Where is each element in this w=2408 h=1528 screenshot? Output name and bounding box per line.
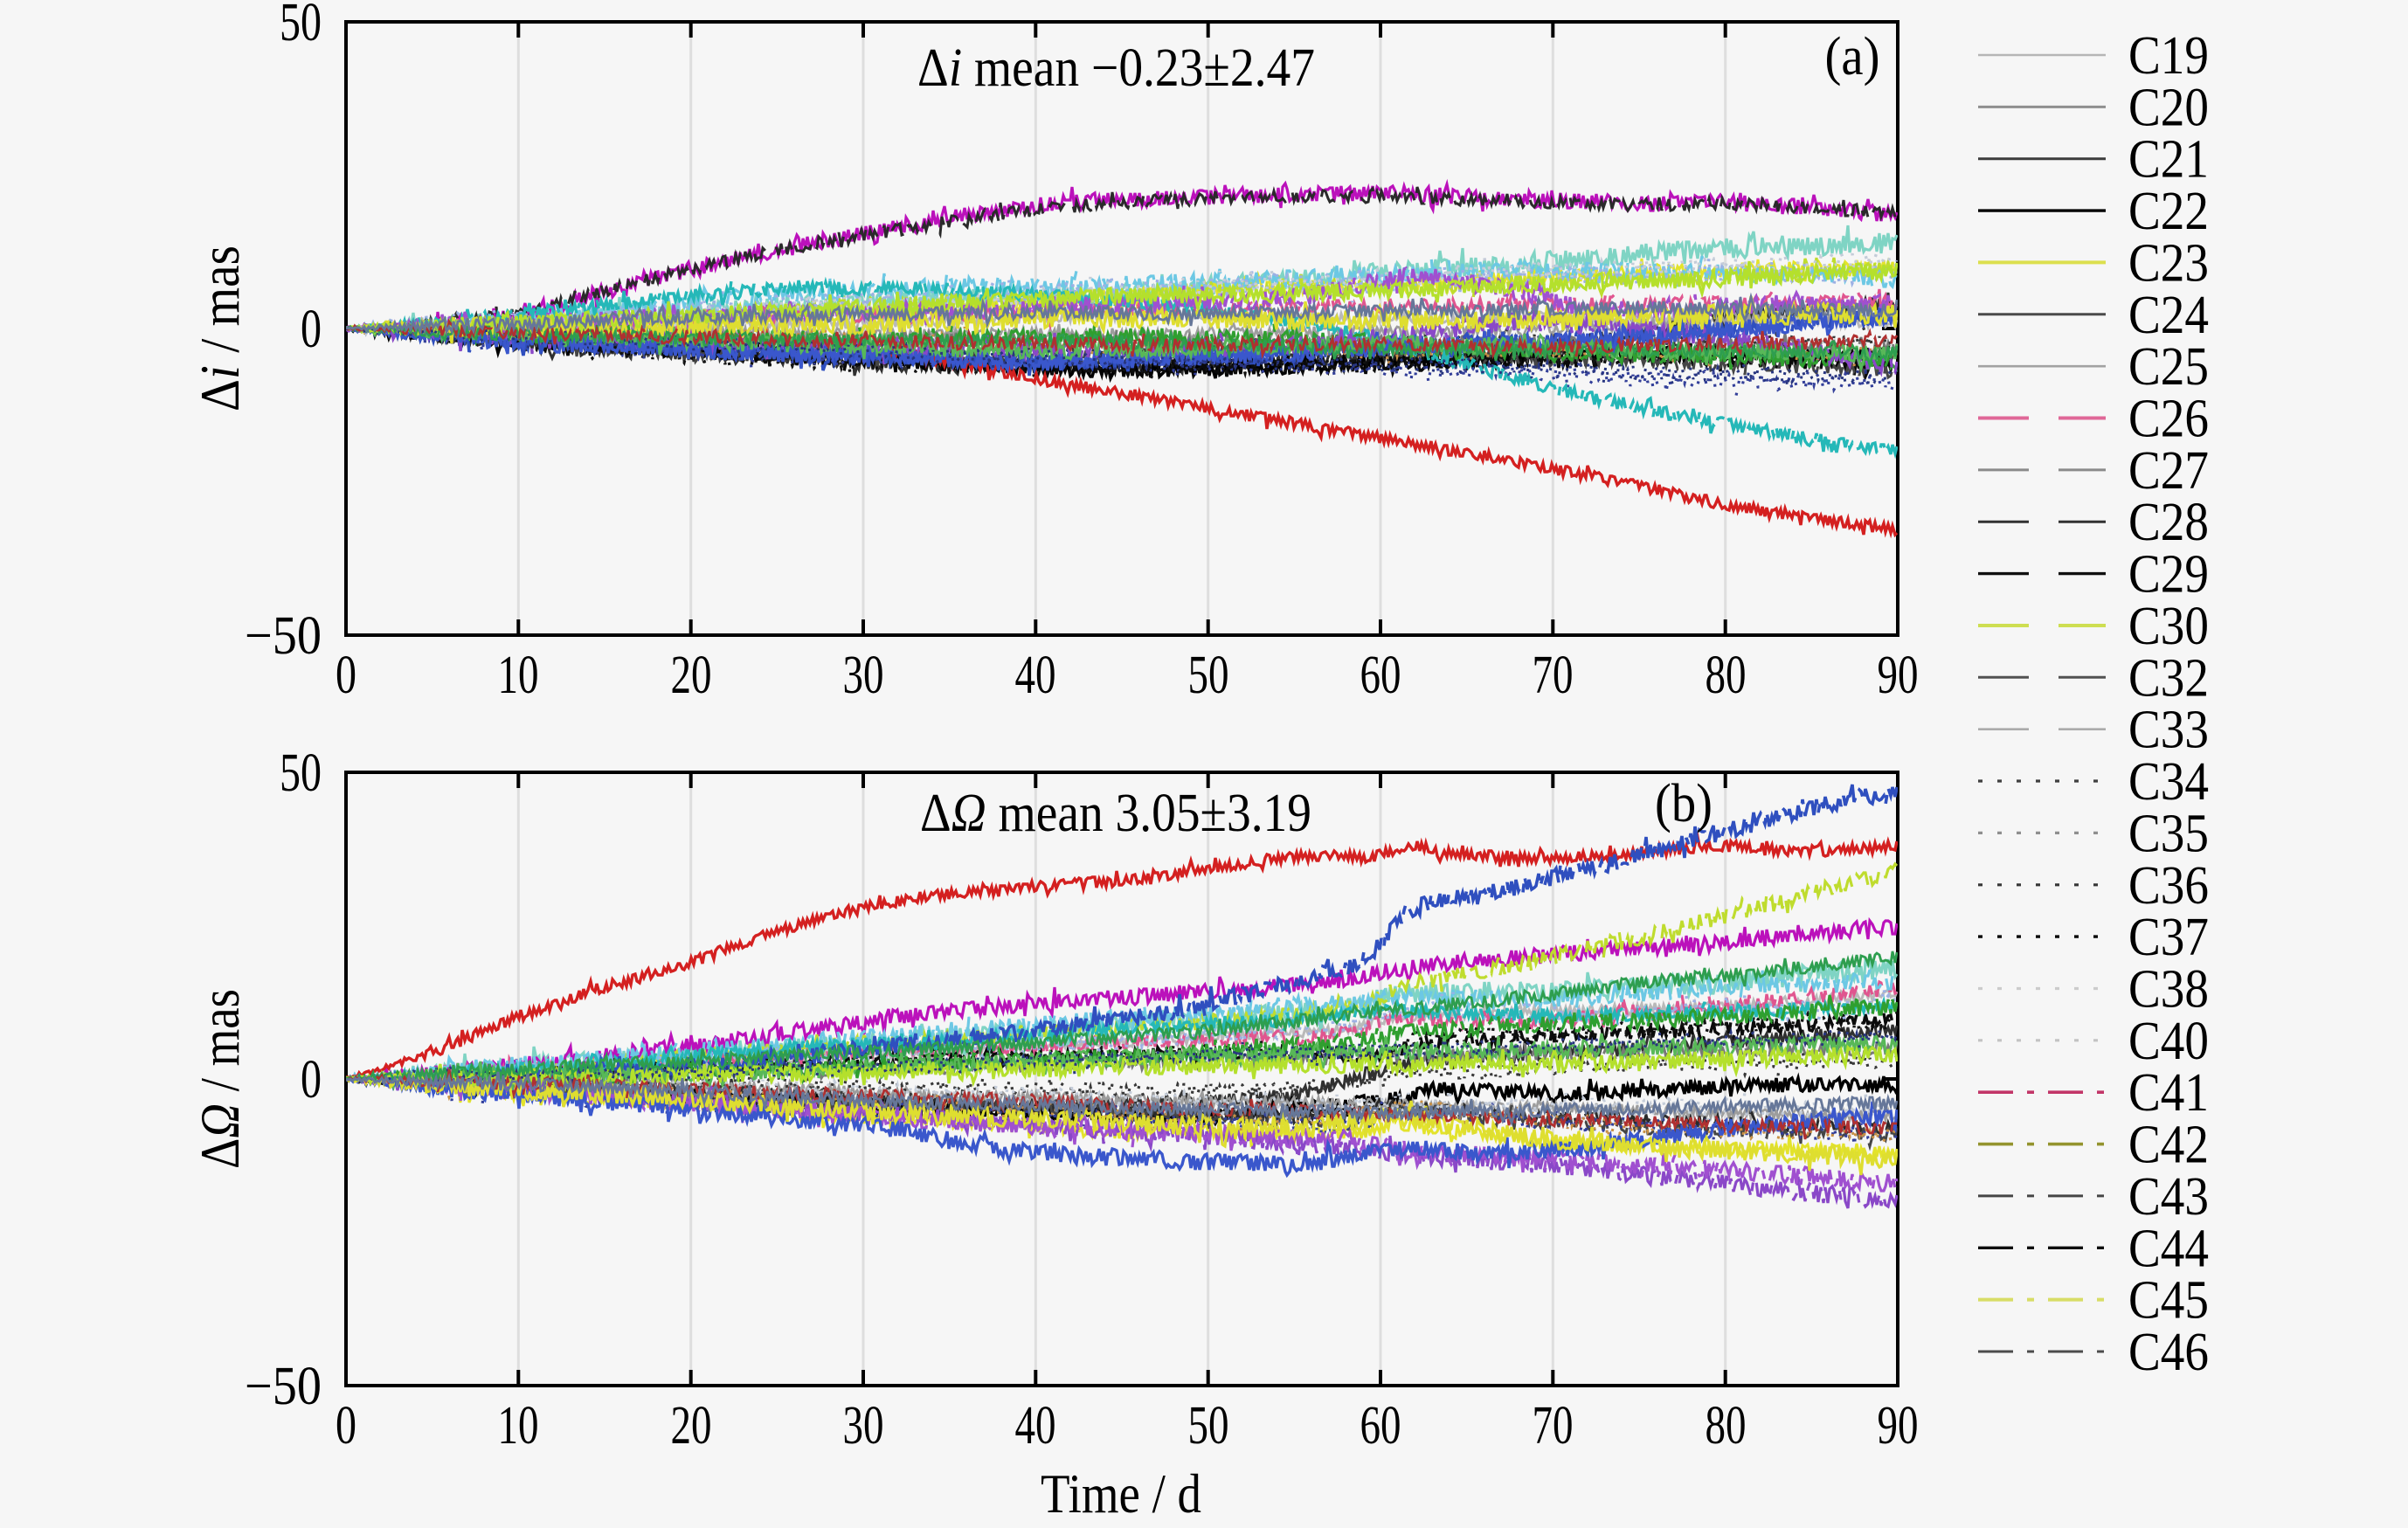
svg-text:C29: C29 — [2128, 545, 2209, 605]
svg-text:60: 60 — [1360, 1396, 1401, 1455]
svg-text:C25: C25 — [2128, 337, 2209, 397]
svg-text:C27: C27 — [2128, 441, 2209, 501]
svg-text:Time / d: Time / d — [1041, 1462, 1201, 1524]
svg-text:C35: C35 — [2128, 804, 2209, 863]
svg-text:Δi mean −0.23±2.47: Δi mean −0.23±2.47 — [917, 38, 1315, 98]
svg-text:C44: C44 — [2128, 1219, 2209, 1278]
svg-text:C38: C38 — [2128, 960, 2209, 1020]
svg-text:70: 70 — [1533, 1396, 1574, 1455]
svg-text:20: 20 — [671, 1396, 712, 1455]
svg-text:30: 30 — [843, 646, 884, 705]
svg-text:50: 50 — [1188, 646, 1229, 705]
svg-text:40: 40 — [1015, 646, 1056, 705]
svg-text:0: 0 — [301, 1050, 322, 1110]
svg-text:C28: C28 — [2128, 493, 2209, 552]
svg-text:C23: C23 — [2128, 233, 2209, 293]
svg-text:C30: C30 — [2128, 597, 2209, 656]
svg-text:C40: C40 — [2128, 1012, 2209, 1071]
svg-text:C20: C20 — [2128, 78, 2209, 137]
svg-text:C43: C43 — [2128, 1167, 2209, 1227]
svg-text:50: 50 — [280, 0, 322, 52]
svg-text:50: 50 — [1188, 1396, 1229, 1455]
svg-text:(b): (b) — [1655, 774, 1713, 833]
svg-text:C22: C22 — [2128, 182, 2209, 241]
svg-text:Δi / mas: Δi / mas — [189, 245, 251, 411]
svg-text:0: 0 — [336, 1396, 356, 1455]
svg-text:60: 60 — [1360, 646, 1401, 705]
svg-text:70: 70 — [1533, 646, 1574, 705]
svg-text:C19: C19 — [2128, 26, 2209, 86]
svg-text:C36: C36 — [2128, 856, 2209, 916]
svg-text:30: 30 — [843, 1396, 884, 1455]
svg-text:C32: C32 — [2128, 648, 2209, 708]
svg-text:80: 80 — [1706, 1396, 1747, 1455]
svg-text:C42: C42 — [2128, 1116, 2209, 1175]
svg-text:C21: C21 — [2128, 130, 2209, 190]
svg-text:C41: C41 — [2128, 1063, 2209, 1123]
svg-text:C26: C26 — [2128, 390, 2209, 449]
svg-text:80: 80 — [1706, 646, 1747, 705]
svg-text:ΔΩ / mas: ΔΩ / mas — [189, 989, 251, 1169]
svg-text:0: 0 — [336, 646, 356, 705]
svg-text:10: 10 — [498, 646, 539, 705]
svg-text:(a): (a) — [1825, 27, 1880, 86]
svg-text:10: 10 — [498, 1396, 539, 1455]
svg-text:50: 50 — [280, 743, 322, 803]
svg-text:−50: −50 — [245, 1357, 322, 1416]
svg-text:ΔΩ mean 3.05±3.19: ΔΩ mean 3.05±3.19 — [920, 784, 1311, 843]
svg-text:0: 0 — [301, 300, 322, 359]
svg-text:C45: C45 — [2128, 1271, 2209, 1331]
svg-text:C33: C33 — [2128, 701, 2209, 760]
svg-text:C24: C24 — [2128, 286, 2209, 345]
svg-text:90: 90 — [1878, 646, 1919, 705]
svg-text:C34: C34 — [2128, 752, 2209, 812]
svg-text:20: 20 — [671, 646, 712, 705]
svg-text:90: 90 — [1878, 1396, 1919, 1455]
svg-text:40: 40 — [1015, 1396, 1056, 1455]
svg-text:C46: C46 — [2128, 1323, 2209, 1382]
svg-text:−50: −50 — [245, 606, 322, 666]
svg-text:C37: C37 — [2128, 908, 2209, 967]
